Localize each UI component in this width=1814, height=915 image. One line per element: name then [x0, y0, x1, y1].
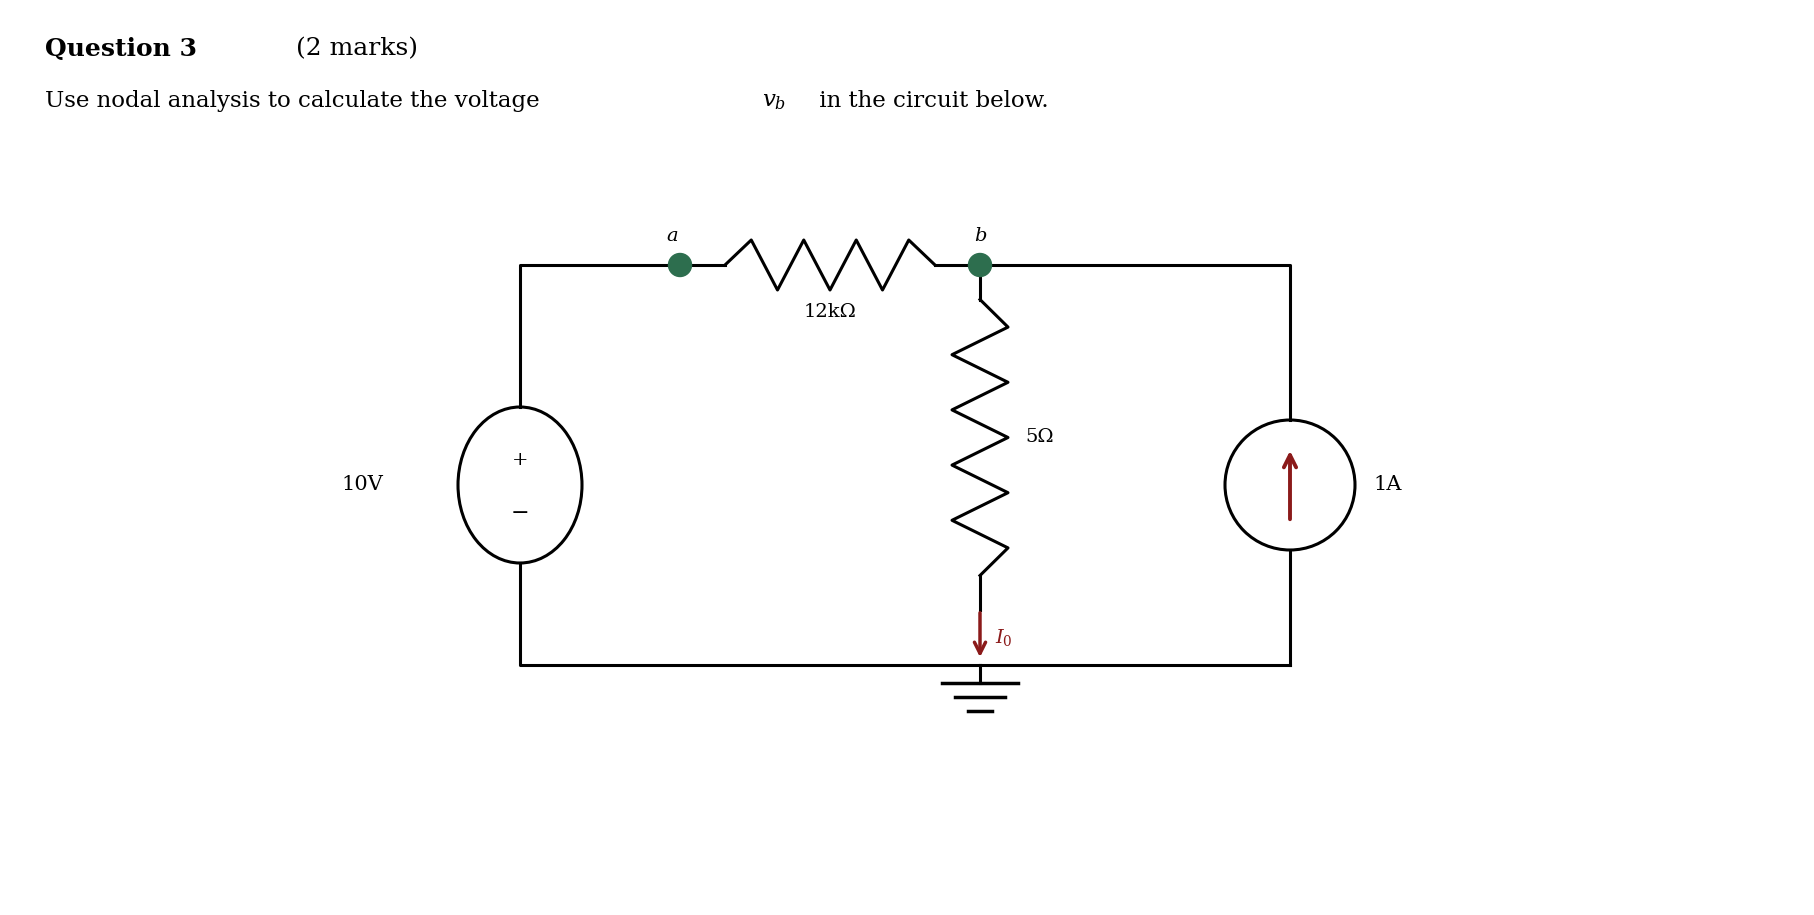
Text: a: a	[666, 227, 677, 245]
Text: 10V: 10V	[341, 476, 383, 494]
Text: Question 3: Question 3	[45, 37, 198, 61]
Text: +: +	[512, 451, 528, 469]
Text: $v_b$: $v_b$	[762, 90, 785, 112]
Text: (2 marks): (2 marks)	[288, 37, 417, 60]
Text: 1A: 1A	[1371, 476, 1400, 494]
Text: −: −	[510, 502, 530, 524]
Text: 5Ω: 5Ω	[1025, 428, 1054, 447]
Text: Use nodal analysis to calculate the voltage: Use nodal analysis to calculate the volt…	[45, 90, 546, 112]
Text: 12kΩ: 12kΩ	[804, 303, 856, 321]
Text: $I_0$: $I_0$	[994, 627, 1012, 648]
Circle shape	[969, 253, 990, 276]
Text: in the circuit below.: in the circuit below.	[811, 90, 1048, 112]
Text: b: b	[974, 227, 985, 245]
Circle shape	[668, 253, 691, 276]
